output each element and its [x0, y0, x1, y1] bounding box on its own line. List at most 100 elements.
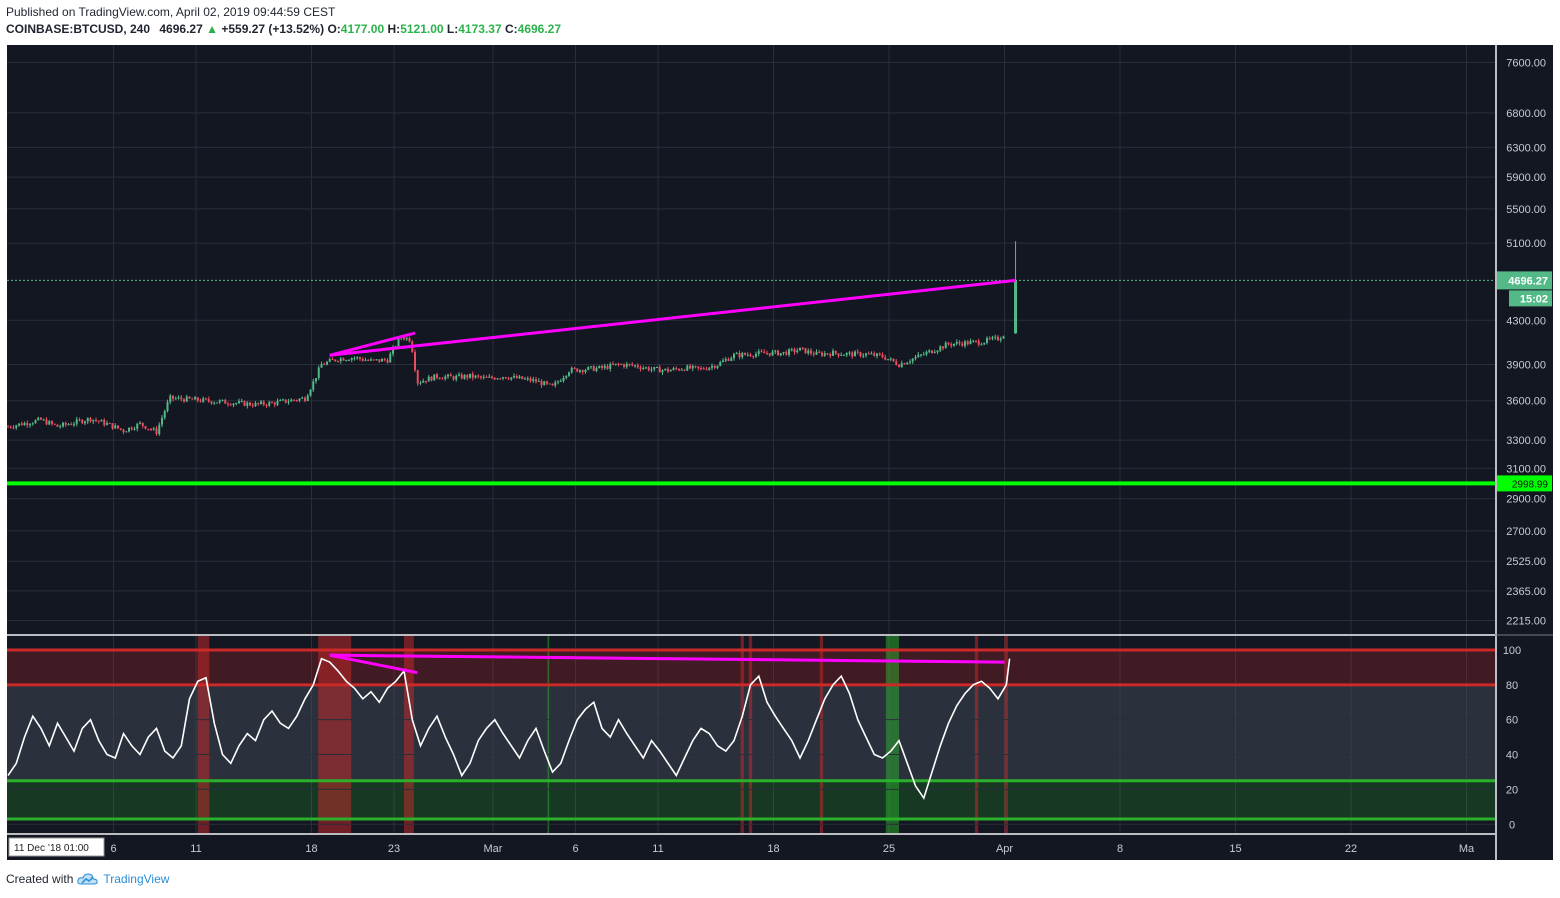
candle: [53, 423, 56, 425]
candle: [95, 419, 97, 421]
candle: [848, 352, 851, 354]
candle: [559, 380, 562, 382]
last-candle[interactable]: [1014, 280, 1018, 334]
candle: [227, 403, 229, 405]
candle: [139, 422, 141, 424]
candle: [128, 427, 130, 432]
candle: [865, 353, 867, 356]
candle: [554, 382, 557, 386]
price-axis[interactable]: [1497, 45, 1553, 860]
start-date-label: 11 Dec ’18 01:00: [14, 843, 89, 854]
rsi-tick-label: 60: [1506, 715, 1518, 727]
candle: [12, 427, 15, 429]
price-tick-label: 3100.00: [1506, 463, 1546, 475]
candle: [722, 360, 724, 363]
candle: [56, 424, 59, 427]
price-tick-label: 5500.00: [1506, 204, 1546, 216]
candle: [251, 405, 254, 407]
overbought-zone: [819, 636, 824, 833]
candle: [658, 366, 661, 373]
candle: [603, 365, 606, 368]
current-price-tag: [1497, 271, 1552, 290]
last-price: 4696.27: [159, 22, 203, 36]
price-tick-label: 3900.00: [1506, 359, 1546, 371]
candle: [790, 349, 793, 351]
candle: [328, 359, 331, 362]
candle: [639, 367, 642, 369]
candle: [606, 365, 609, 369]
candle: [433, 374, 436, 381]
candle: [108, 423, 111, 425]
candle: [474, 375, 477, 378]
candle: [161, 417, 163, 425]
candle: [672, 368, 675, 370]
candle: [397, 337, 400, 347]
candle: [460, 374, 463, 379]
candle: [587, 366, 590, 370]
candle: [837, 353, 840, 356]
candle: [826, 353, 829, 355]
candle: [892, 358, 895, 362]
candle: [713, 365, 716, 368]
candle: [493, 377, 496, 380]
candle: [977, 340, 980, 345]
candle: [680, 369, 683, 371]
candle: [293, 399, 295, 401]
candle: [37, 417, 40, 421]
candle: [562, 377, 565, 381]
candle: [961, 343, 964, 346]
candle: [749, 354, 752, 357]
candle: [81, 419, 84, 424]
x-tick-label: Ma: [1459, 843, 1475, 855]
candle: [766, 353, 768, 355]
candle: [565, 375, 568, 378]
candle: [964, 341, 966, 346]
candle: [386, 360, 389, 363]
candle: [70, 424, 73, 426]
candle: [455, 375, 458, 380]
overbought-zone: [1004, 636, 1008, 833]
candle: [925, 351, 928, 355]
candle: [103, 420, 106, 425]
candle: [232, 403, 235, 406]
candle: [48, 421, 51, 425]
candle: [238, 401, 240, 404]
candle: [785, 351, 788, 355]
candle: [983, 342, 986, 345]
rsi-trendline[interactable]: [329, 653, 1005, 664]
candle: [122, 429, 125, 433]
rsi-tick-label: 80: [1506, 680, 1518, 692]
candle: [631, 364, 634, 366]
x-tick-label: 15: [1229, 843, 1241, 855]
candle: [485, 376, 488, 378]
time-axis[interactable]: [7, 835, 1495, 860]
price-pane[interactable]: [7, 45, 1495, 634]
rsi-line[interactable]: [7, 657, 1011, 800]
candle: [15, 425, 18, 428]
candle: [276, 401, 279, 405]
candle: [326, 361, 328, 365]
candle: [438, 377, 441, 379]
candle: [889, 358, 892, 360]
candle: [862, 355, 865, 357]
rsi-tick-label: 40: [1506, 750, 1518, 762]
candle: [9, 426, 12, 428]
x-tick-label: Mar: [484, 843, 503, 855]
candle: [832, 350, 834, 356]
tradingview-brand[interactable]: TradingView: [103, 872, 170, 886]
price-trendline[interactable]: [329, 331, 416, 357]
rsi-trendline[interactable]: [329, 653, 418, 675]
candle: [590, 366, 592, 368]
candle: [243, 401, 246, 406]
candle: [298, 398, 301, 401]
candle: [686, 365, 689, 371]
candle: [917, 354, 920, 358]
price-tick-label: 6300.00: [1506, 142, 1546, 154]
candle: [650, 369, 653, 371]
symbol-label[interactable]: COINBASE:BTCUSD, 240: [6, 22, 151, 36]
candle: [356, 357, 359, 359]
candle: [425, 380, 427, 382]
support-price-label: 2998.99: [1512, 479, 1549, 490]
price-trendline[interactable]: [329, 278, 1016, 357]
